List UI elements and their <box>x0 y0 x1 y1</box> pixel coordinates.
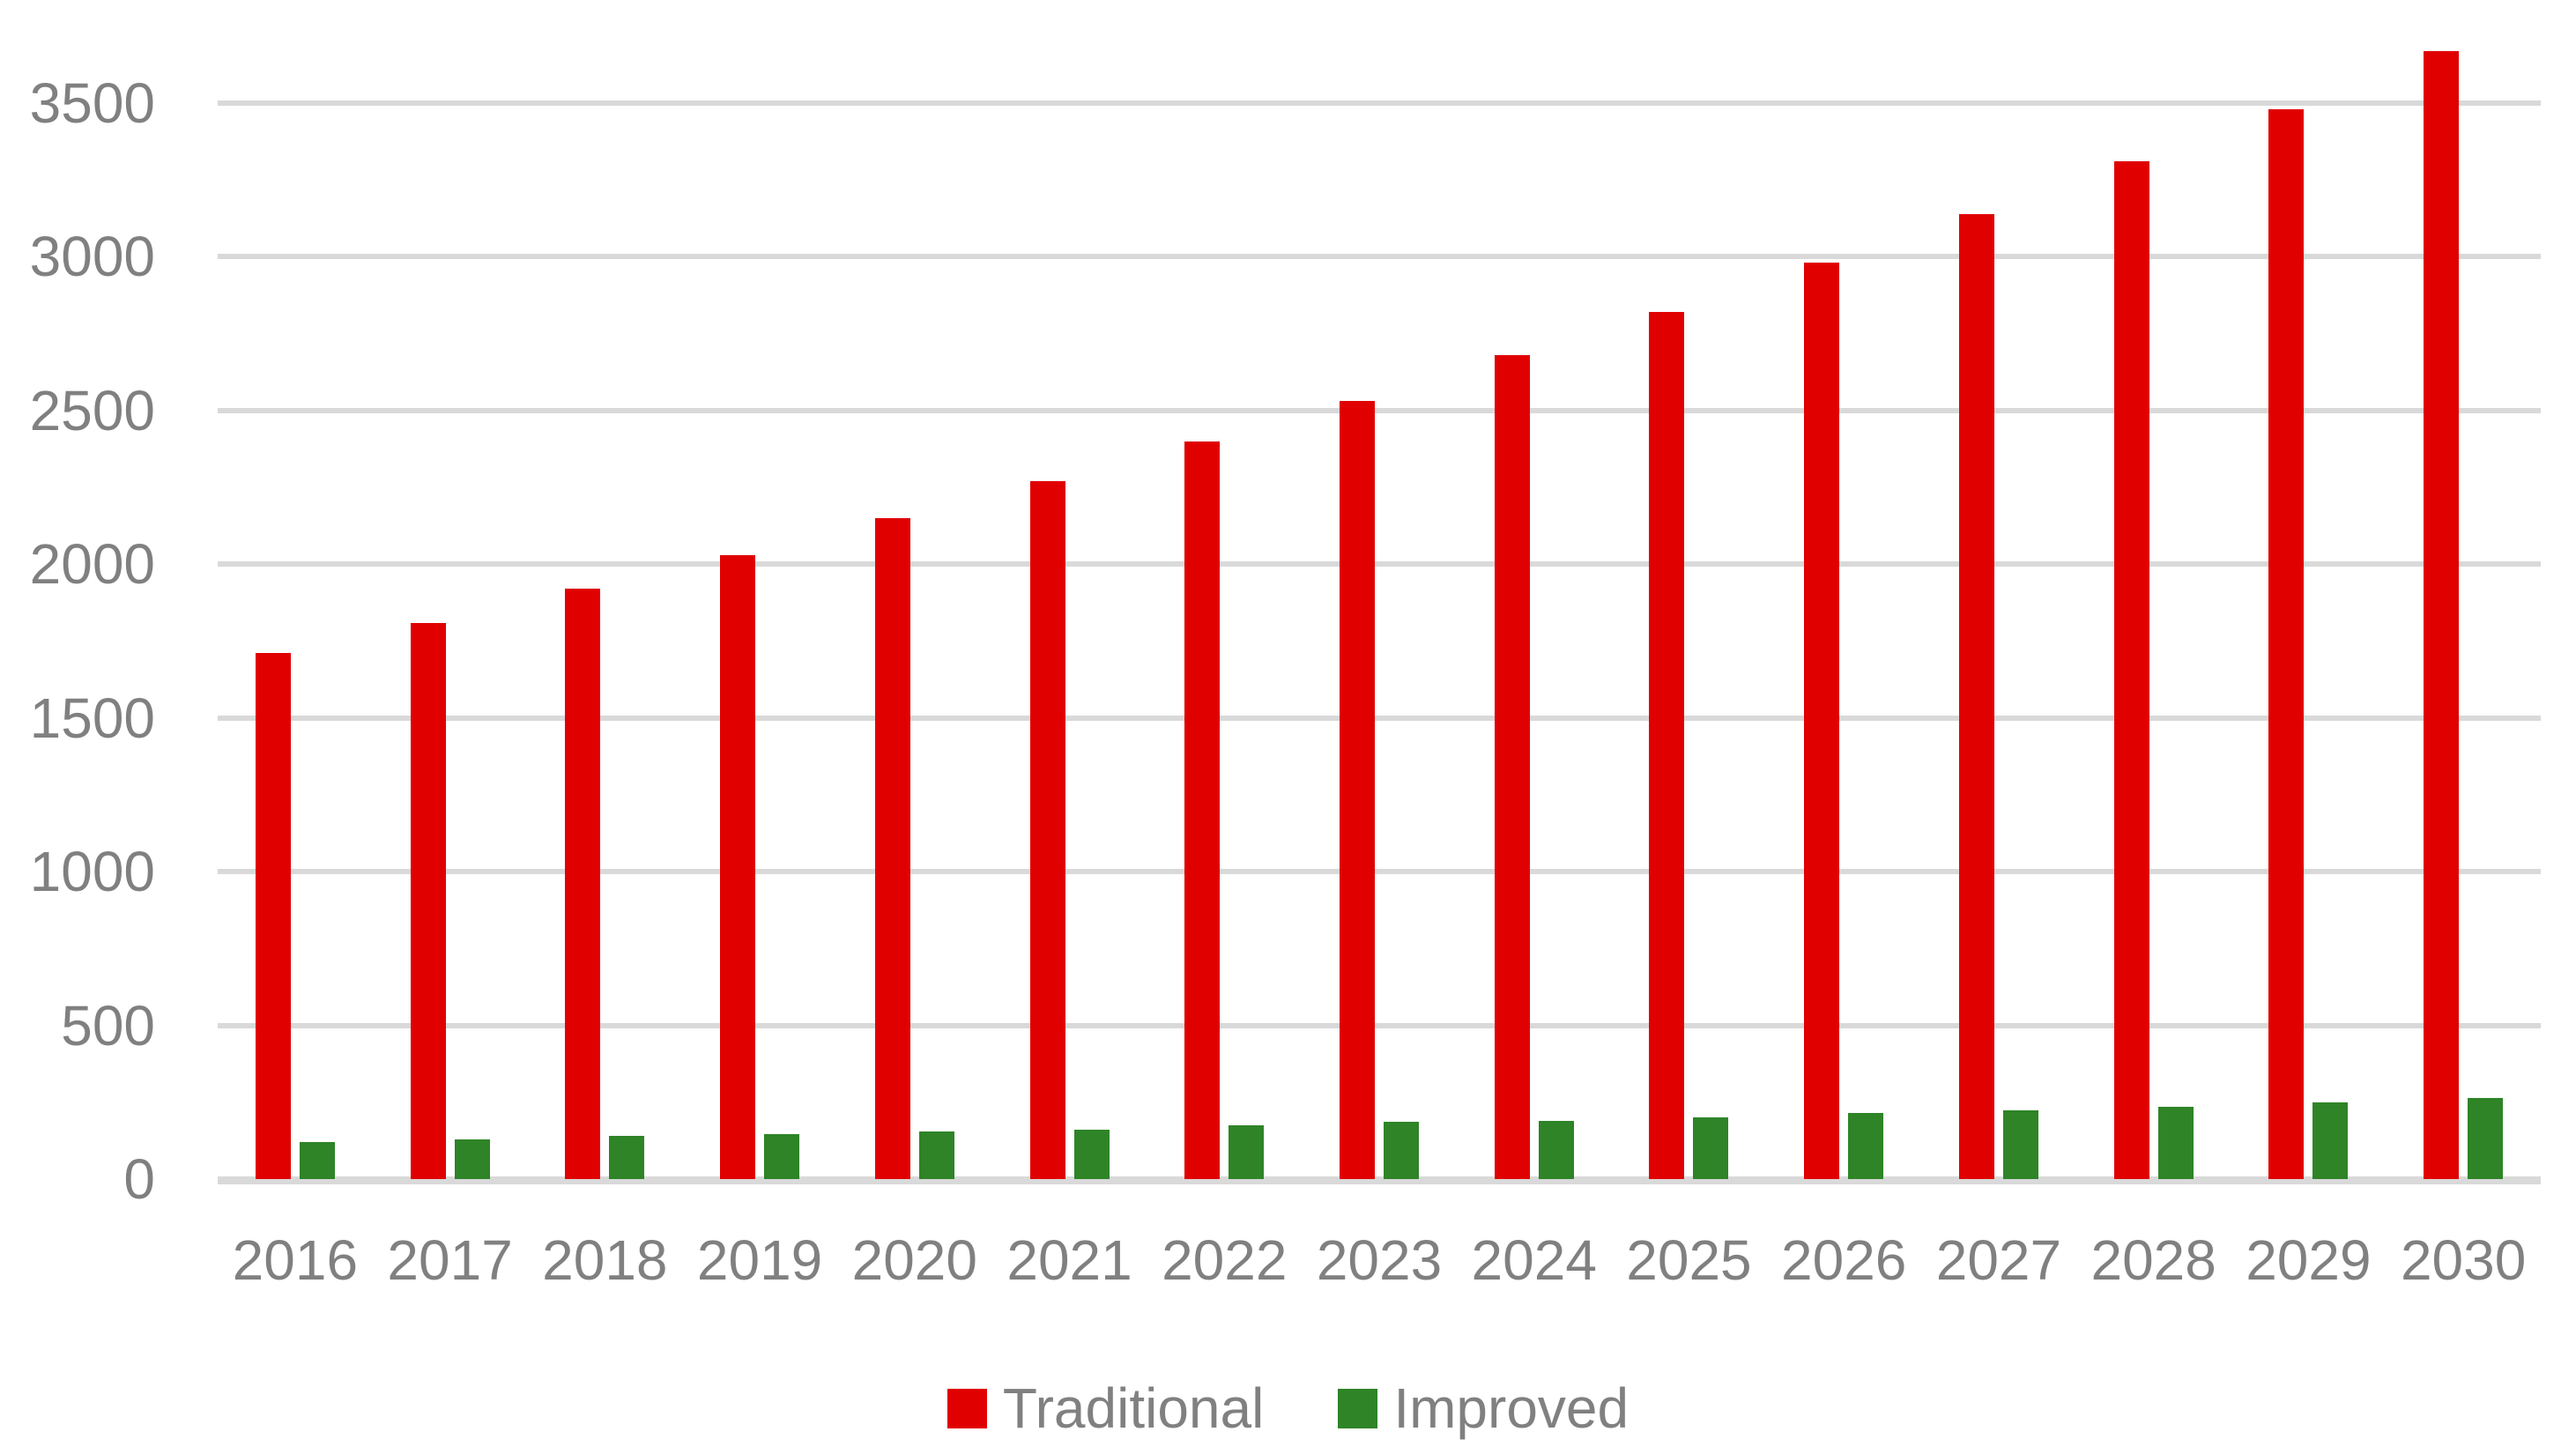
y-tick-label-1000: 1000 <box>29 840 155 904</box>
bar-traditional-2023 <box>1340 401 1375 1179</box>
legend-item-traditional: Traditional <box>947 1380 1264 1436</box>
legend-item-improved: Improved <box>1338 1380 1629 1436</box>
bar-improved-2024 <box>1538 1120 1574 1179</box>
gridline-3000 <box>218 254 2541 260</box>
bar-traditional-2024 <box>1494 355 1530 1179</box>
x-tick-label-2016: 2016 <box>232 1228 359 1292</box>
x-tick-label-2024: 2024 <box>1471 1228 1597 1292</box>
x-tick-label-2029: 2029 <box>2246 1228 2372 1292</box>
y-tick-label-500: 500 <box>61 993 155 1057</box>
bar-improved-2027 <box>2002 1109 2038 1179</box>
x-tick-label-2022: 2022 <box>1162 1228 1288 1292</box>
bar-improved-2021 <box>1073 1130 1110 1179</box>
x-tick-label-2019: 2019 <box>696 1228 823 1292</box>
x-tick-label-2030: 2030 <box>2400 1228 2527 1292</box>
x-tick-label-2025: 2025 <box>1626 1228 1752 1292</box>
x-tick-label-2023: 2023 <box>1316 1228 1443 1292</box>
y-tick-label-1500: 1500 <box>29 686 155 750</box>
bar-improved-2023 <box>1384 1122 1419 1179</box>
bar-improved-2030 <box>2468 1097 2504 1179</box>
legend-label-traditional: Traditional <box>1002 1376 1265 1440</box>
y-tick-label-2500: 2500 <box>29 378 155 442</box>
x-tick-label-2020: 2020 <box>851 1228 977 1292</box>
bar-improved-2018 <box>609 1136 645 1179</box>
bar-improved-2025 <box>1693 1117 1729 1179</box>
gridline-0 <box>218 1176 2541 1184</box>
bar-improved-2016 <box>299 1142 335 1179</box>
bar-traditional-2030 <box>2424 50 2460 1179</box>
y-tick-label-3500: 3500 <box>29 71 155 135</box>
bar-improved-2019 <box>764 1134 800 1179</box>
bar-improved-2028 <box>2157 1107 2194 1179</box>
x-tick-label-2028: 2028 <box>2090 1228 2216 1292</box>
bar-traditional-2019 <box>720 554 756 1179</box>
gridline-2500 <box>218 407 2541 413</box>
legend-swatch-traditional <box>947 1388 987 1428</box>
x-tick-label-2021: 2021 <box>1006 1228 1132 1292</box>
bar-traditional-2021 <box>1029 481 1065 1179</box>
gridline-500 <box>218 1022 2541 1028</box>
bar-traditional-2022 <box>1184 441 1221 1179</box>
bar-traditional-2020 <box>874 517 910 1179</box>
gridline-1500 <box>218 715 2541 721</box>
y-tick-label-2000: 2000 <box>29 532 155 597</box>
y-tick-label-0: 0 <box>123 1147 155 1211</box>
gridline-3500 <box>218 100 2541 106</box>
bar-improved-2020 <box>918 1131 954 1179</box>
gridline-1000 <box>218 869 2541 875</box>
y-tick-label-3000: 3000 <box>29 225 155 289</box>
x-tick-label-2018: 2018 <box>542 1228 668 1292</box>
x-tick-label-2027: 2027 <box>1935 1228 2062 1292</box>
bar-traditional-2026 <box>1804 263 1840 1179</box>
bar-improved-2029 <box>2312 1102 2349 1179</box>
bar-improved-2026 <box>1848 1112 1884 1179</box>
bar-traditional-2018 <box>565 589 601 1179</box>
legend: Traditional Improved <box>0 1380 2576 1436</box>
legend-label-improved: Improved <box>1393 1376 1629 1440</box>
bar-traditional-2025 <box>1649 312 1685 1179</box>
gridline-2000 <box>218 561 2541 568</box>
legend-swatch-improved <box>1338 1388 1378 1428</box>
bar-traditional-2027 <box>1958 213 1994 1179</box>
bar-traditional-2029 <box>2268 108 2305 1179</box>
bar-traditional-2017 <box>410 622 446 1179</box>
x-tick-label-2017: 2017 <box>387 1228 513 1292</box>
bar-traditional-2028 <box>2113 161 2149 1179</box>
bar-improved-2017 <box>454 1139 490 1179</box>
x-tick-label-2026: 2026 <box>1781 1228 1907 1292</box>
bar-improved-2022 <box>1229 1124 1265 1179</box>
bar-traditional-2016 <box>255 653 291 1179</box>
